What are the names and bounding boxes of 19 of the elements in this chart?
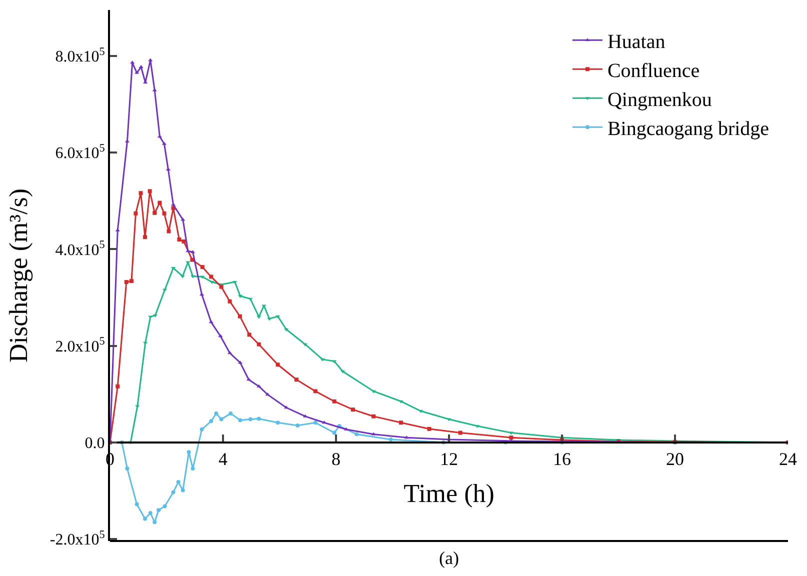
- y-tick-label: 0.0: [84, 435, 105, 452]
- y-axis-title: Discharge (m³/s): [4, 188, 33, 363]
- x-tick-label: 20: [666, 449, 684, 470]
- y-tick-label: 8.0x10$^{5}$: [55, 46, 106, 66]
- x-tick-label: 4: [218, 449, 228, 470]
- x-axis-title: Time (h): [404, 479, 494, 508]
- legend-label: Huatan: [607, 30, 666, 53]
- x-tick-label: 12: [440, 449, 458, 470]
- x-tick-label: 24: [779, 449, 797, 470]
- y-tick-label: 6.0x10$^{5}$: [55, 142, 106, 162]
- y-tick-label: 2.0x10$^{5}$: [55, 336, 106, 356]
- legend-label: Confluence: [607, 60, 700, 82]
- x-tick-label: 8: [332, 449, 340, 470]
- legend-label: Qingmenkou: [607, 88, 712, 111]
- text: (a): [439, 548, 459, 568]
- y-tick-label: 4.0x10$^{5}$: [55, 239, 106, 259]
- x-tick-label: 16: [553, 449, 571, 470]
- legend-label: Bingcaogang bridge: [607, 118, 770, 140]
- y-tick-label: -2.0x10$^{5}$: [50, 528, 106, 549]
